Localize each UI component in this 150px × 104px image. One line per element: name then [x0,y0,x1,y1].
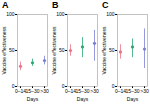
html-text:A: A [2,0,9,10]
svg-text:0: 0 [61,83,65,90]
svg-text:100: 100 [6,11,15,17]
svg-text:100: 100 [56,11,65,17]
svg-text:Days: Days [127,96,139,102]
html-text:B: B [52,0,59,10]
html-text:C: C [102,0,109,10]
svg-text:15–30: 15–30 [26,88,40,94]
svg-text:50: 50 [109,47,115,53]
svg-text:>30: >30 [140,88,149,94]
svg-text:0: 0 [111,83,115,90]
svg-text:Days: Days [77,96,89,102]
svg-text:50: 50 [59,47,65,53]
svg-text:Vaccine effectiveness: Vaccine effectiveness [1,26,7,74]
svg-text:50: 50 [9,47,15,53]
svg-text:0–14: 0–14 [64,88,77,95]
svg-text:Days: Days [27,96,39,102]
svg-text:0: 0 [11,83,15,90]
svg-text:15–30: 15–30 [76,88,90,94]
svg-text:Vaccine effectiveness: Vaccine effectiveness [51,26,57,74]
svg-text:15–30: 15–30 [126,88,140,94]
svg-text:100: 100 [106,11,115,17]
svg-text:0–14: 0–14 [14,88,27,95]
svg-text:Vaccine effectiveness: Vaccine effectiveness [101,26,107,74]
svg-text:>30: >30 [90,88,99,94]
svg-text:>30: >30 [40,88,49,94]
svg-text:0–14: 0–14 [114,88,127,95]
